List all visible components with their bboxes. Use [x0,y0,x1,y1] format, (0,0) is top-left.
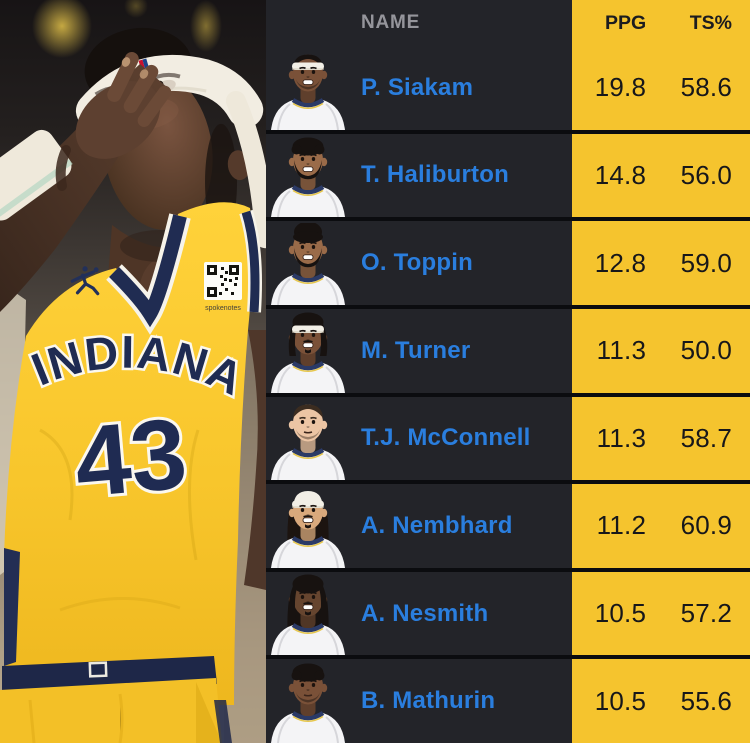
player-cell: M. Turner [266,309,572,393]
player-ts: 55.6 [680,685,732,716]
player-ts: 57.2 [680,598,732,629]
player-stats: 10.5 57.2 [572,571,750,656]
player-cell: A. Nesmith [266,572,572,656]
arena-light-blob [32,0,92,58]
raised-arm [0,52,172,312]
player-avatar [268,398,348,481]
header-ts: TS% [689,11,732,34]
shorts [0,678,222,743]
table-row: T. Haliburton 14.8 56.0 [266,129,750,218]
player-stats: 12.8 59.0 [572,221,750,305]
qr-code-patch: spokenotes [204,262,242,312]
player-ppg: 11.2 [596,510,647,541]
wristband [0,129,73,221]
jersey: spokenotes INDIANA 43 [0,202,262,743]
player-ppg: 19.8 [594,72,647,103]
player-ppg: 10.5 [594,598,647,629]
player-stats: 11.3 58.7 [572,396,750,481]
player-name: B. Mathurin [361,687,496,715]
player-ts: 58.6 [680,72,732,103]
jumpman-logo [70,266,100,296]
player-cell: B. Mathurin [266,659,572,743]
header-ppg: PPG [604,11,647,34]
player-avatar [268,48,348,130]
player-name: M. Turner [361,336,471,364]
table-header-row: NAME PPG TS% [266,0,750,46]
player-cell: O. Toppin [266,221,572,305]
player-photo-illustration: spokenotes INDIANA 43 [0,0,266,743]
jersey-number: 43 [70,397,191,518]
player-stats: 14.8 56.0 [572,133,750,218]
table-row: T.J. McConnell 11.3 58.7 [266,392,750,481]
header-name: NAME [361,12,421,33]
player-avatar [268,573,348,656]
player-cell: T. Haliburton [266,134,572,218]
table-row: A. Nembhard 11.2 60.9 [266,480,750,568]
player-ts: 59.0 [680,247,732,278]
table-row: O. Toppin 12.8 59.0 [266,217,750,305]
player-ts: 60.9 [680,510,732,541]
player-avatar [268,135,348,218]
avatar-illustration [271,137,345,218]
avatar-illustration [271,663,345,743]
player-ts: 50.0 [680,335,732,366]
collar-trim-navy [109,214,187,328]
player-cell: T.J. McConnell [266,397,572,481]
player-avatar [268,222,348,305]
player-ts: 58.7 [680,422,732,453]
player-avatar [268,486,348,568]
player-ppg: 10.5 [594,685,647,716]
avatar-illustration [271,222,345,305]
avatar-illustration [271,404,345,481]
header-stats: PPG TS% [572,0,750,46]
avatar-illustration [271,54,345,130]
player-photo: spokenotes INDIANA 43 [0,0,266,743]
player-ppg: 11.3 [596,422,647,453]
table-row: P. Siakam 19.8 58.6 [266,46,750,130]
table-row: M. Turner 11.3 50.0 [266,304,750,393]
player-stats: 10.5 55.6 [572,659,750,743]
stats-table: NAME PPG TS% P. Siakam 19.8 58.6 T. Hali… [266,0,750,743]
player-name: A. Nembhard [361,511,513,539]
side-panel [4,548,20,666]
fingers [107,52,172,127]
player-stats: 11.3 50.0 [572,308,750,393]
avatar-illustration [271,312,345,393]
player-name: A. Nesmith [361,599,489,627]
right-arm [244,330,266,590]
avatar-illustration [271,490,345,568]
player-stats: 11.2 60.9 [572,484,750,568]
player-ppg: 11.3 [596,335,647,366]
avatar-illustration [271,574,345,656]
player-ts: 56.0 [680,159,732,190]
player-name: T.J. McConnell [361,424,531,452]
player-avatar [268,661,348,743]
qr-sponsor-label: spokenotes [205,305,241,312]
table-row: B. Mathurin 10.5 55.6 [266,655,750,743]
table-body: P. Siakam 19.8 58.6 T. Haliburton 14.8 5… [266,46,750,743]
player-ppg: 14.8 [594,159,647,190]
player-name: P. Siakam [361,73,474,101]
player-name: O. Toppin [361,249,473,277]
player-cell: P. Siakam [266,46,572,130]
player-cell: A. Nembhard [266,484,572,568]
table-row: A. Nesmith 10.5 57.2 [266,567,750,656]
player-ppg: 12.8 [594,247,647,278]
player-name: T. Haliburton [361,161,509,189]
player-stats: 19.8 58.6 [572,46,750,130]
player-avatar [268,311,348,393]
